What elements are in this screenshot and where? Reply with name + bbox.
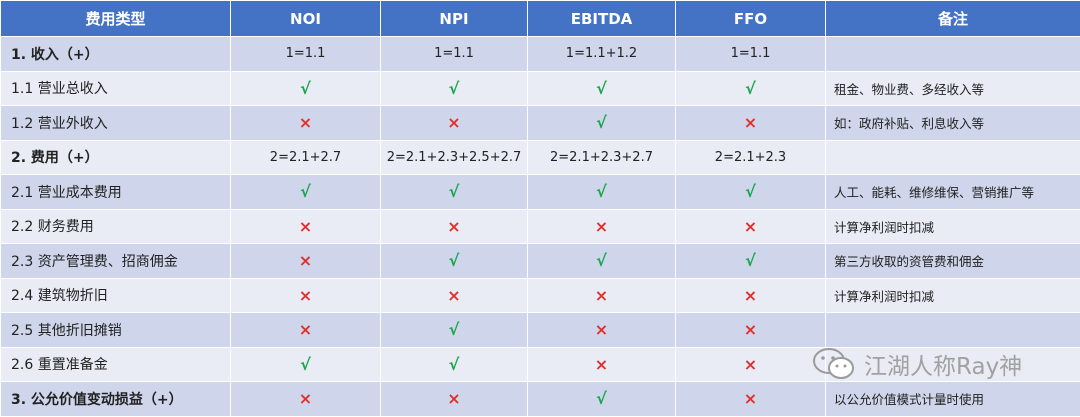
value-cell: √: [380, 346, 528, 382]
value-cell: ×: [230, 277, 381, 313]
value-cell: 1=1.1: [675, 36, 826, 72]
row-label: 3. 公允价值变动损益（+）: [0, 381, 231, 417]
row-label: 2.4 建筑物折旧: [0, 277, 231, 313]
value-cell: ×: [380, 277, 528, 313]
note-cell: [825, 346, 1080, 382]
value-cell: ×: [527, 312, 676, 348]
value-cell: √: [675, 174, 826, 210]
row-label: 2.1 营业成本费用: [0, 174, 231, 210]
row-label: 2. 费用（+）: [0, 139, 231, 175]
note-cell: [825, 139, 1080, 175]
table-row: 2.2 财务费用 × × × × 计算净利润时扣减: [0, 208, 1080, 244]
value-cell: √: [527, 70, 676, 106]
header-cell: FFO: [675, 0, 826, 37]
value-cell: ×: [675, 208, 826, 244]
table-row: 2. 费用（+） 2=2.1+2.7 2=2.1+2.3+2.5+2.7 2=2.1+…: [0, 139, 1080, 175]
header-cell: 备注: [825, 0, 1080, 37]
value-cell: √: [527, 105, 676, 141]
value-cell: √: [380, 174, 528, 210]
row-label: 1. 收入（+）: [0, 36, 231, 72]
header-cell: NOI: [230, 0, 381, 37]
watermark-text: 江湖人称Ray神: [864, 354, 1023, 380]
table-row: 2.5 其他折旧摊销 × √ × ×: [0, 312, 1080, 348]
value-cell: 2=2.1+2.3: [675, 139, 826, 175]
table-row: 1.1 营业总收入 √ √ √ √ 租金、物业费、多经收入等: [0, 70, 1080, 106]
value-cell: ×: [230, 243, 381, 279]
value-cell: 1=1.1: [380, 36, 528, 72]
value-cell: ×: [380, 208, 528, 244]
value-cell: 1=1.1: [230, 36, 381, 72]
value-cell: √: [675, 70, 826, 106]
note-cell: [825, 36, 1080, 72]
note-cell: 以公允价值模式计量时使用: [825, 381, 1080, 417]
value-cell: √: [675, 243, 826, 279]
value-cell: √: [527, 381, 676, 417]
value-cell: ×: [230, 208, 381, 244]
value-cell: ×: [527, 277, 676, 313]
value-cell: √: [527, 174, 676, 210]
value-cell: ×: [380, 105, 528, 141]
row-label: 2.2 财务费用: [0, 208, 231, 244]
row-label: 2.6 重置准备金: [0, 346, 231, 382]
value-cell: ×: [380, 381, 528, 417]
value-cell: ×: [675, 105, 826, 141]
value-cell: ×: [230, 312, 381, 348]
value-cell: ×: [675, 312, 826, 348]
table-row: 2.6 重置准备金 √ √ × ×: [0, 346, 1080, 382]
note-cell: 计算净利润时扣减: [825, 277, 1080, 313]
table-row: 1.2 营业外收入 × × √ × 如：政府补贴、利息收入等: [0, 105, 1080, 141]
value-cell: √: [230, 174, 381, 210]
value-cell: ×: [527, 208, 676, 244]
value-cell: √: [380, 243, 528, 279]
row-label: 2.3 资产管理费、招商佣金: [0, 243, 231, 279]
value-cell: ×: [230, 381, 381, 417]
value-cell: 2=2.1+2.3+2.5+2.7: [380, 139, 528, 175]
value-cell: √: [527, 243, 676, 279]
table-row: 1. 收入（+） 1=1.1 1=1.1 1=1.1+1.2 1=1.1: [0, 36, 1080, 72]
watermark: 江湖人称Ray神: [812, 346, 1022, 382]
table-row: 3. 公允价值变动损益（+） × × √ × 以公允价值模式计量时使用: [0, 381, 1080, 417]
row-label: 1.2 营业外收入: [0, 105, 231, 141]
note-cell: [825, 312, 1080, 348]
note-cell: 第三方收取的资管费和佣金: [825, 243, 1080, 279]
header-row: 费用类型 NOI NPI EBITDA FFO 备注: [0, 0, 1080, 37]
value-cell: 2=2.1+2.3+2.7: [527, 139, 676, 175]
value-cell: ×: [675, 381, 826, 417]
value-cell: 1=1.1+1.2: [527, 36, 676, 72]
value-cell: ×: [675, 277, 826, 313]
header-cell: EBITDA: [527, 0, 676, 37]
value-cell: √: [230, 346, 381, 382]
value-cell: √: [380, 312, 528, 348]
header-cell: NPI: [380, 0, 528, 37]
note-cell: 租金、物业费、多经收入等: [825, 70, 1080, 106]
value-cell: ×: [527, 346, 676, 382]
row-label: 1.1 营业总收入: [0, 70, 231, 106]
table-row: 2.4 建筑物折旧 × × × × 计算净利润时扣减: [0, 277, 1080, 313]
header-cell: 费用类型: [0, 0, 231, 37]
table-row: 2.1 营业成本费用 √ √ √ √ 人工、能耗、维修维保、营销推广等: [0, 174, 1080, 210]
note-cell: 如：政府补贴、利息收入等: [825, 105, 1080, 141]
wechat-icon: [813, 348, 854, 379]
row-label: 2.5 其他折旧摊销: [0, 312, 231, 348]
value-cell: √: [380, 70, 528, 106]
value-cell: ×: [230, 105, 381, 141]
note-cell: 人工、能耗、维修维保、营销推广等: [825, 174, 1080, 210]
value-cell: √: [230, 70, 381, 106]
note-cell: 计算净利润时扣减: [825, 208, 1080, 244]
value-cell: 2=2.1+2.7: [230, 139, 381, 175]
table-row: 2.3 资产管理费、招商佣金 × √ √ √ 第三方收取的资管费和佣金: [0, 243, 1080, 279]
value-cell: ×: [675, 346, 826, 382]
